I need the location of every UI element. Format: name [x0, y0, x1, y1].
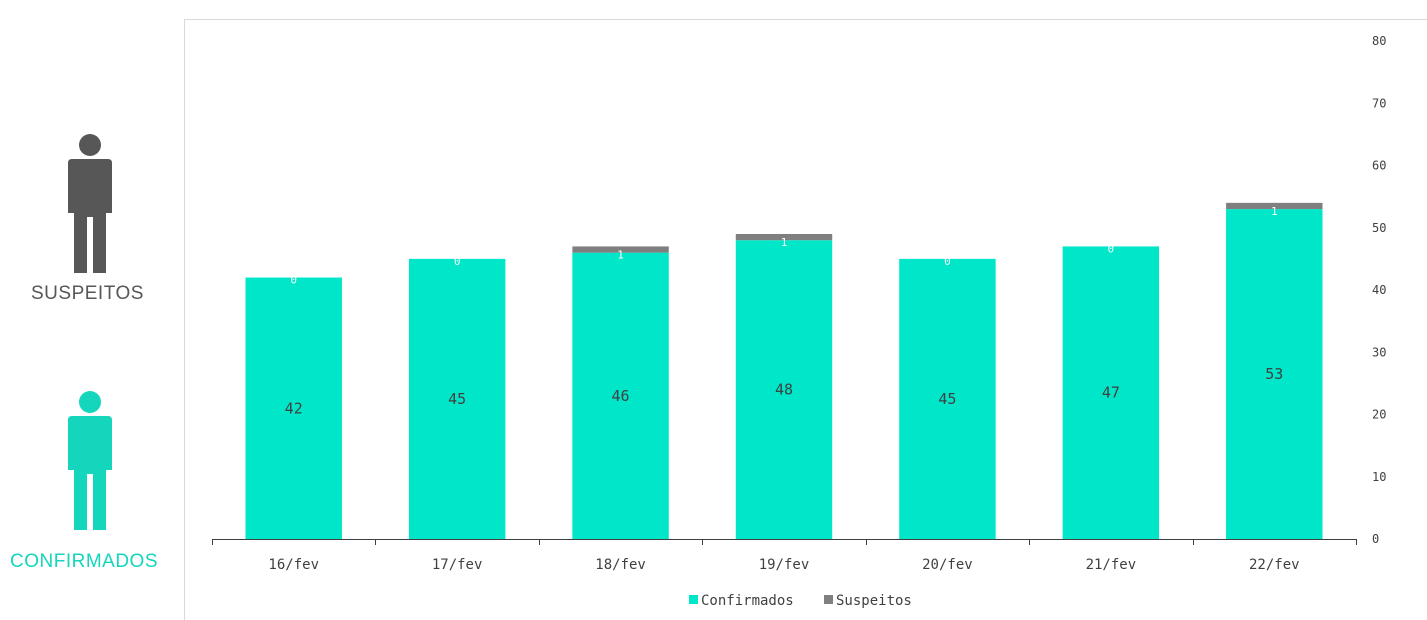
- suspects-label: SUSPEITOS: [31, 283, 144, 304]
- bar-suspeitos: [735, 233, 833, 241]
- bar-suspeitos: [1226, 202, 1323, 210]
- bars-group: 42 0 45 0 46 1 48 1 45 0 47 0 53 1: [245, 202, 1323, 540]
- bar-confirmados: [408, 258, 506, 539]
- x-tick-label: 20/fev: [922, 557, 973, 573]
- suspects-person-head: [79, 134, 101, 156]
- data-label-suspeitos: 0: [454, 255, 461, 268]
- suspects-person-icon: [68, 134, 112, 273]
- x-tick-label: 17/fev: [432, 557, 483, 573]
- axes-group: 16/fev 17/fev 18/fev 19/fev 20/fev 21/fev 22/f…: [212, 34, 1386, 573]
- x-tick-label: 21/fev: [1086, 557, 1137, 573]
- confirmed-person-head: [79, 391, 101, 413]
- y-tick-label: 50: [1372, 221, 1386, 235]
- data-label-confirmados: 47: [1102, 384, 1120, 402]
- bar-confirmados: [572, 252, 669, 539]
- bar-confirmados: [245, 277, 342, 539]
- x-tick-label: 22/fev: [1249, 557, 1300, 573]
- confirmed-person-icon: [68, 391, 112, 530]
- bar-suspeitos: [572, 246, 669, 253]
- data-label-suspeitos: 0: [944, 255, 951, 268]
- data-label-confirmados: 46: [612, 387, 630, 405]
- y-tick-label: 10: [1372, 470, 1386, 484]
- y-tick-label: 0: [1372, 532, 1379, 546]
- y-tick-label: 60: [1372, 159, 1386, 173]
- data-label-suspeitos: 1: [617, 249, 624, 262]
- x-tick-label: 16/fev: [268, 557, 319, 573]
- bar-confirmados: [899, 258, 996, 539]
- bar-confirmados: [735, 240, 833, 539]
- y-tick-label: 30: [1372, 345, 1386, 359]
- y-tick-label: 40: [1372, 283, 1386, 297]
- side-panel: SUSPEITOS CONFIRMADOS: [0, 0, 184, 620]
- bar-confirmados: [1226, 209, 1323, 539]
- y-tick-label: 20: [1372, 408, 1386, 422]
- x-tick-label: 18/fev: [595, 557, 646, 573]
- data-label-confirmados: 45: [448, 390, 466, 408]
- y-tick-label: 80: [1372, 34, 1386, 48]
- x-tick-label: 19/fev: [759, 557, 810, 573]
- data-label-confirmados: 53: [1265, 365, 1283, 383]
- legend-swatch-confirmados: [689, 595, 698, 604]
- legend-label-suspeitos: Suspeitos: [836, 593, 912, 609]
- y-tick-label: 70: [1372, 96, 1386, 110]
- chart-area: [184, 19, 1427, 620]
- data-label-suspeitos: 0: [290, 274, 297, 287]
- suspects-person-body: [68, 159, 112, 273]
- confirmed-person-body: [68, 416, 112, 530]
- confirmed-label: CONFIRMADOS: [10, 551, 158, 572]
- data-label-suspeitos: 0: [1108, 242, 1115, 255]
- data-label-suspeitos: 1: [1271, 205, 1278, 218]
- legend-swatch-suspeitos: [824, 595, 833, 604]
- data-label-confirmados: 45: [938, 390, 956, 408]
- data-label-suspeitos: 1: [781, 236, 788, 249]
- legend-group: Confirmados Suspeitos: [689, 593, 912, 609]
- bar-confirmados: [1062, 246, 1160, 540]
- data-label-confirmados: 48: [775, 381, 793, 399]
- data-label-confirmados: 42: [285, 399, 303, 417]
- legend-label-confirmados: Confirmados: [701, 593, 794, 609]
